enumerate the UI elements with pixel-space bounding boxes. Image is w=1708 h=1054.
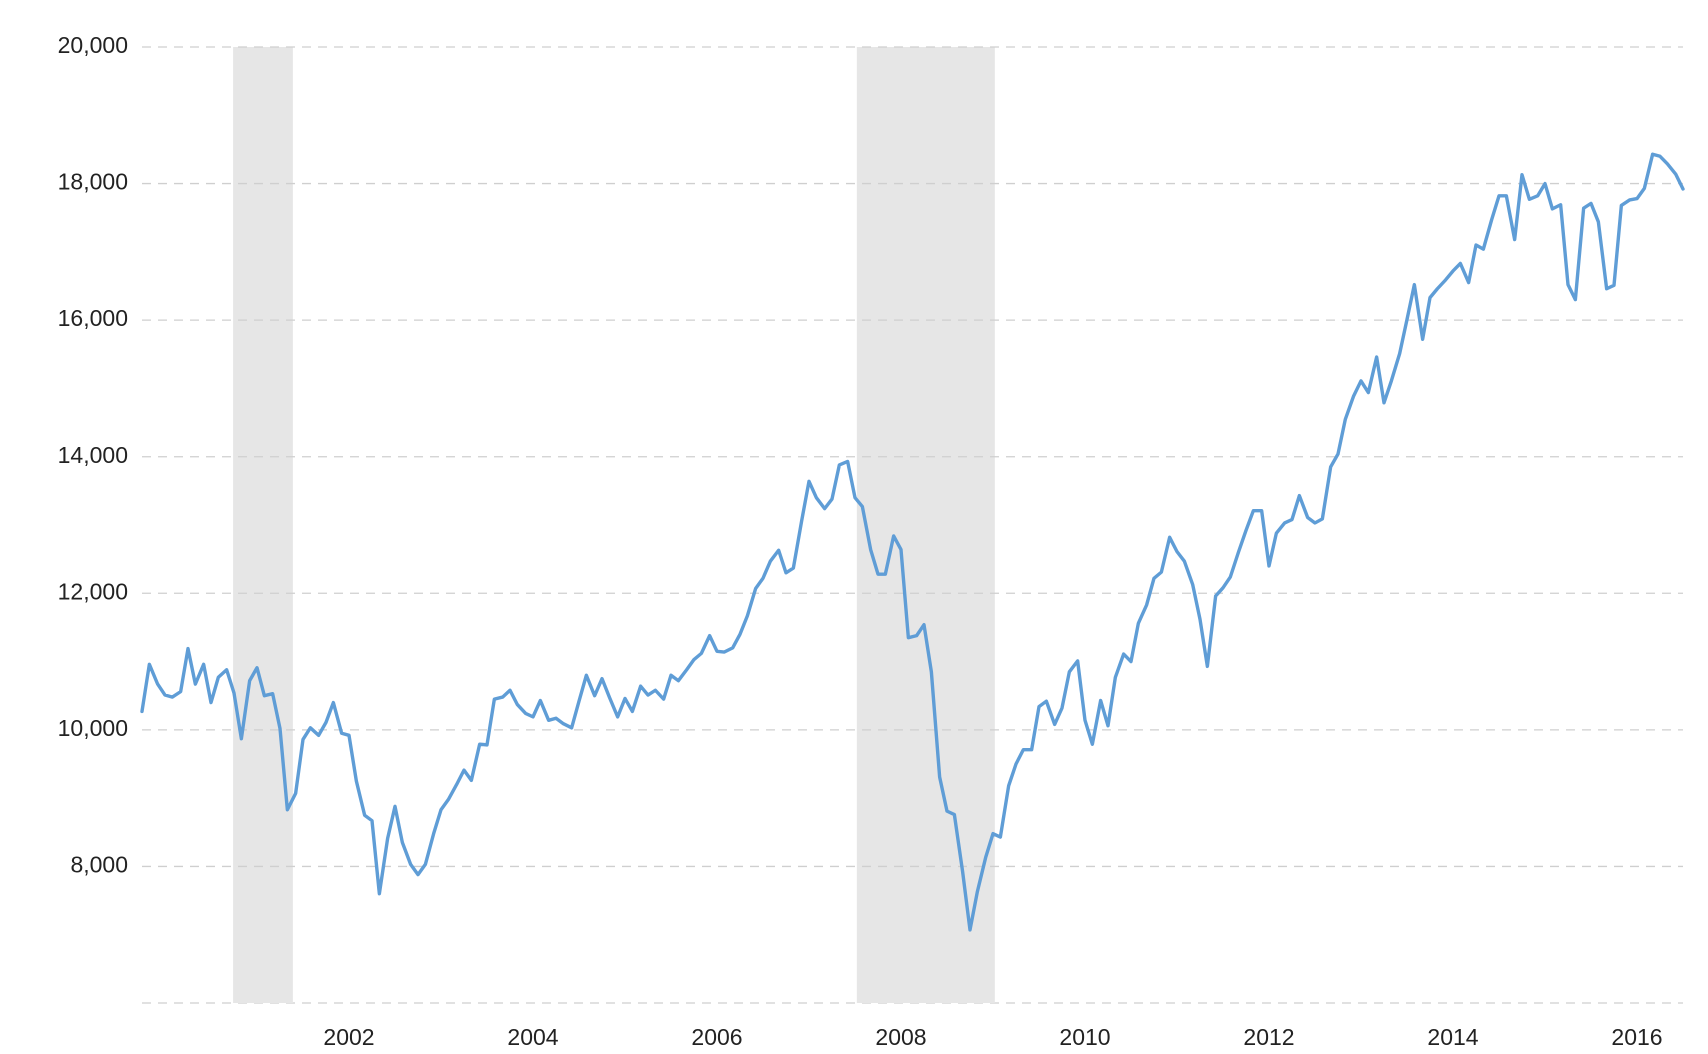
y-tick-label: 18,000 bbox=[58, 169, 128, 195]
x-tick-label: 2016 bbox=[1611, 1024, 1662, 1050]
x-tick-label: 2008 bbox=[875, 1024, 926, 1050]
x-tick-label: 2014 bbox=[1427, 1024, 1478, 1050]
data-line bbox=[140, 152, 1685, 932]
x-tick-label: 2004 bbox=[507, 1024, 558, 1050]
shaded-range bbox=[233, 47, 293, 1003]
x-tick-label: 2002 bbox=[323, 1024, 374, 1050]
shaded-range bbox=[856, 47, 995, 1003]
y-tick-label: 8,000 bbox=[70, 852, 128, 878]
y-tick-label: 10,000 bbox=[58, 715, 128, 741]
y-tick-label: 14,000 bbox=[58, 442, 128, 468]
x-tick-label: 2012 bbox=[1243, 1024, 1294, 1050]
x-tick-label: 2010 bbox=[1059, 1024, 1110, 1050]
x-tick-label: 2006 bbox=[691, 1024, 742, 1050]
y-tick-label: 16,000 bbox=[58, 305, 128, 331]
y-tick-label: 20,000 bbox=[58, 32, 128, 58]
y-tick-label: 12,000 bbox=[58, 578, 128, 604]
